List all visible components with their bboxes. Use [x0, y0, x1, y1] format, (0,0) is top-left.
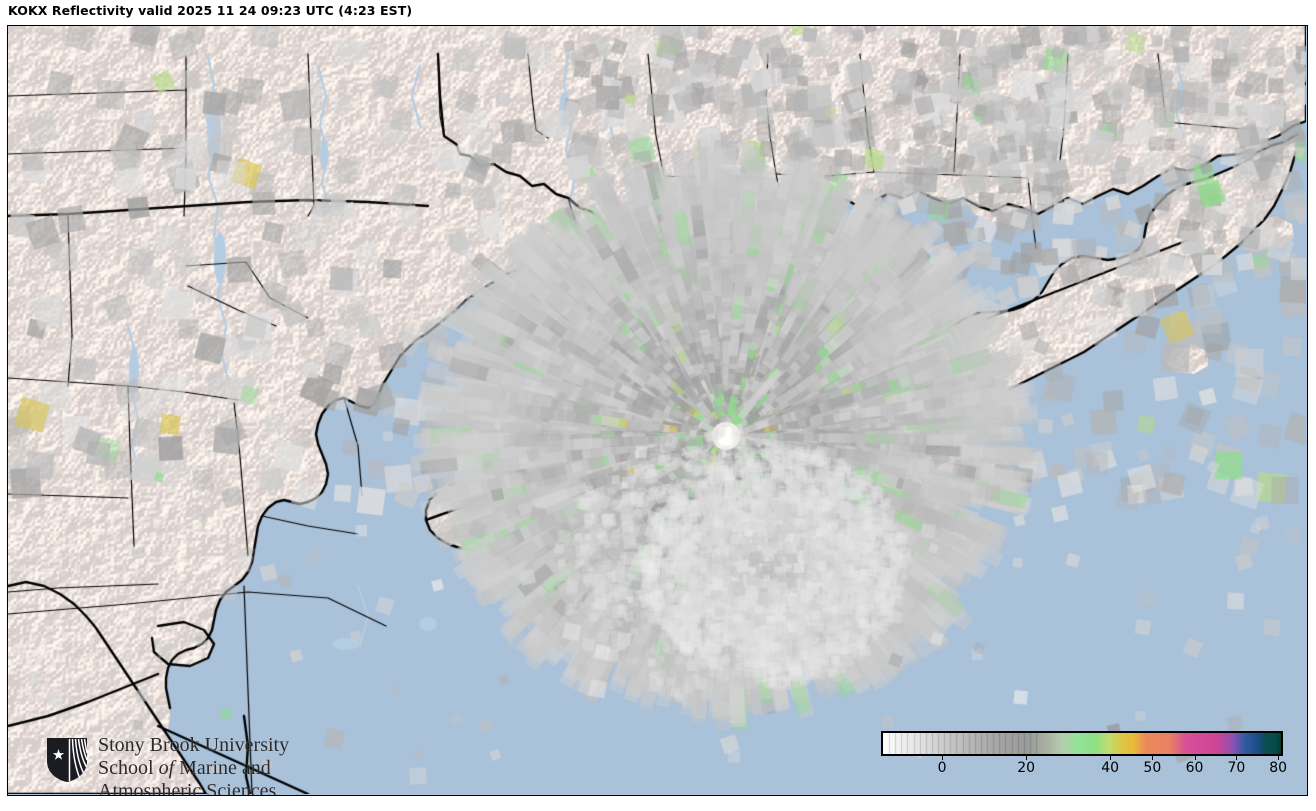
colorbar-tick-label: 80	[1269, 760, 1288, 776]
logo-line-3: Atmospheric Sciences	[98, 780, 277, 796]
logo-line-2: School of Marine and	[98, 757, 358, 780]
colorbar-tick-mark	[1110, 756, 1112, 760]
colorbar-tick-mark	[1278, 756, 1280, 760]
shield-icon	[47, 738, 88, 782]
radar-map-frame[interactable]: 0 20 40 50 60 70 80 Stony Brook University Sch…	[7, 25, 1308, 796]
colorbar-tick-label: 50	[1143, 760, 1162, 776]
colorbar-tick-label: 40	[1101, 760, 1120, 776]
reflectivity-colorbar-group: 0 20 40 50 60 70 80	[881, 731, 1291, 795]
colorbar-tick-label: 0	[937, 760, 947, 776]
colorbar-tick-label: 70	[1227, 760, 1246, 776]
colorbar-tick-mark	[1194, 756, 1196, 760]
radar-map-canvas[interactable]	[8, 26, 1306, 794]
colorbar-gradient	[883, 733, 1281, 754]
colorbar-tick-mark	[1152, 756, 1154, 760]
colorbar-tick-axis: 0 20 40 50 60 70 80	[881, 756, 1287, 786]
page-title: KOKX Reflectivity valid 2025 11 24 09:23…	[8, 3, 413, 18]
logo-line-2-a: School	[98, 757, 159, 779]
colorbar-tick-mark	[1026, 756, 1028, 760]
logo-text: Stony Brook University School of Marine …	[98, 734, 358, 796]
logo-line-2-italic: of	[158, 757, 175, 779]
colorbar-tick-mark	[1236, 756, 1238, 760]
logo-line-2-b: Marine and	[174, 757, 271, 779]
colorbar-tick-label: 60	[1185, 760, 1204, 776]
logo-line-1: Stony Brook University	[98, 734, 290, 756]
colorbar-tick-mark	[942, 756, 944, 760]
reflectivity-colorbar	[881, 731, 1283, 756]
stony-brook-somas-logo: Stony Brook University School of Marine …	[46, 734, 316, 795]
colorbar-tick-label: 20	[1017, 760, 1036, 776]
